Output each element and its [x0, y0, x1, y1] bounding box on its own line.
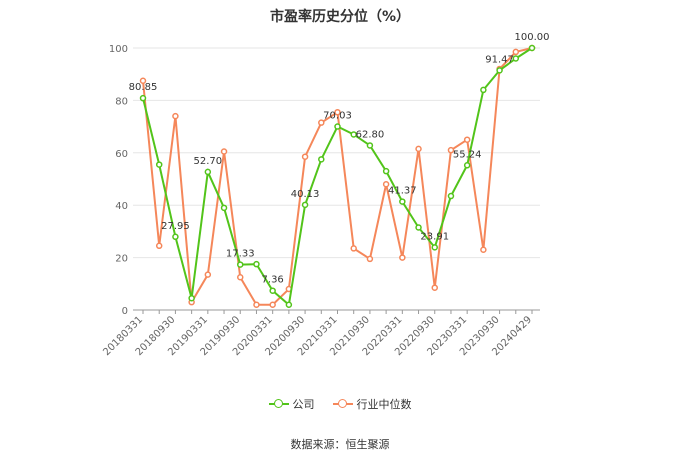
series-layer [139, 44, 536, 309]
data-point-industry-median [480, 246, 487, 253]
data-label: 55.24 [453, 149, 482, 160]
data-label: 70.03 [323, 111, 352, 122]
legend: 公司 行业中位数 [0, 396, 680, 412]
data-label: 23.91 [420, 231, 449, 242]
data-labels: 80.85 27.95 52.70 17.33 7.36 40.13 70.03 62.80 4… [129, 32, 550, 286]
data-point-company [496, 67, 503, 74]
y-tick-label: 40 [115, 201, 128, 212]
data-point-company [172, 233, 179, 241]
data-point-company [366, 142, 374, 149]
data-point-company [431, 244, 438, 251]
data-point-industry-median [415, 145, 422, 153]
series-line-company [142, 47, 533, 307]
data-point-company [512, 55, 520, 62]
data-point-company [253, 260, 260, 268]
data-point-company [480, 86, 487, 94]
data-point-company [237, 261, 244, 268]
data-point-company [334, 123, 341, 130]
data-label: 40.13 [291, 189, 320, 200]
data-point-company [318, 156, 325, 163]
data-point-industry-median [172, 112, 179, 120]
data-label: 7.36 [262, 275, 284, 286]
data-point-industry-median [350, 245, 357, 252]
data-label: 27.95 [161, 221, 190, 232]
data-point-industry-median [463, 136, 471, 143]
data-point-company [139, 94, 147, 102]
data-point-company [269, 287, 276, 294]
data-point-industry-median [447, 146, 455, 154]
y-tick-label: 80 [115, 96, 128, 107]
legend-label-industry-median: 行业中位数 [356, 398, 412, 411]
data-point-company [188, 294, 195, 302]
data-point-industry-median [366, 255, 374, 263]
data-point-industry-median [334, 108, 341, 116]
data-point-industry-median [139, 77, 147, 84]
data-point-industry-median [220, 148, 228, 155]
legend-label-company: 公司 [292, 398, 315, 411]
y-tick-label: 100 [109, 44, 128, 55]
data-label: 80.85 [129, 82, 158, 93]
data-point-company [447, 192, 455, 200]
chart-title: 市盈率历史分位（%） [269, 9, 411, 25]
data-label: 91.47 [485, 54, 514, 65]
data-point-company [415, 224, 422, 231]
legend-item-company[interactable]: 公司 [268, 396, 315, 412]
y-tick-label: 20 [115, 254, 128, 265]
data-label: 41.37 [388, 186, 417, 197]
data-point-company [350, 131, 357, 138]
data-point-industry-median [204, 271, 212, 278]
y-axis-ticks: 0 20 40 60 80 100 [109, 44, 128, 317]
data-label: 17.33 [226, 249, 255, 260]
data-point-company [285, 301, 293, 309]
data-point-company [463, 162, 471, 169]
series-line-industry-median [142, 47, 533, 306]
data-point-industry-median [431, 284, 438, 291]
data-point-industry-median [512, 48, 520, 56]
data-point-industry-median [301, 153, 309, 160]
data-point-industry-median [237, 274, 244, 281]
data-label: 52.70 [194, 156, 223, 167]
y-tick-label: 0 [122, 306, 128, 317]
y-tick-label: 60 [115, 149, 128, 160]
data-point-company [528, 44, 536, 52]
data-label: 100.00 [515, 32, 550, 43]
legend-swatch-industry [332, 399, 353, 409]
data-label: 62.80 [356, 129, 385, 140]
data-point-company [220, 204, 228, 212]
data-point-company [204, 168, 212, 176]
data-point-industry-median [382, 180, 390, 188]
legend-item-industry-median[interactable]: 行业中位数 [332, 396, 412, 412]
legend-swatch-company [268, 399, 289, 409]
grid-lines [133, 47, 540, 311]
x-axis: 2018033120180930201903312019093020200331… [101, 309, 540, 358]
data-source: 数据来源：恒生聚源 [290, 438, 390, 451]
data-point-company [382, 167, 390, 175]
data-point-industry-median [253, 301, 260, 309]
data-point-industry-median [155, 242, 163, 250]
data-point-company [399, 198, 406, 205]
data-point-company [301, 201, 309, 209]
data-point-company [155, 161, 163, 168]
data-point-industry-median [269, 301, 276, 309]
data-point-industry-median [399, 254, 406, 261]
data-point-industry-median [318, 119, 325, 126]
